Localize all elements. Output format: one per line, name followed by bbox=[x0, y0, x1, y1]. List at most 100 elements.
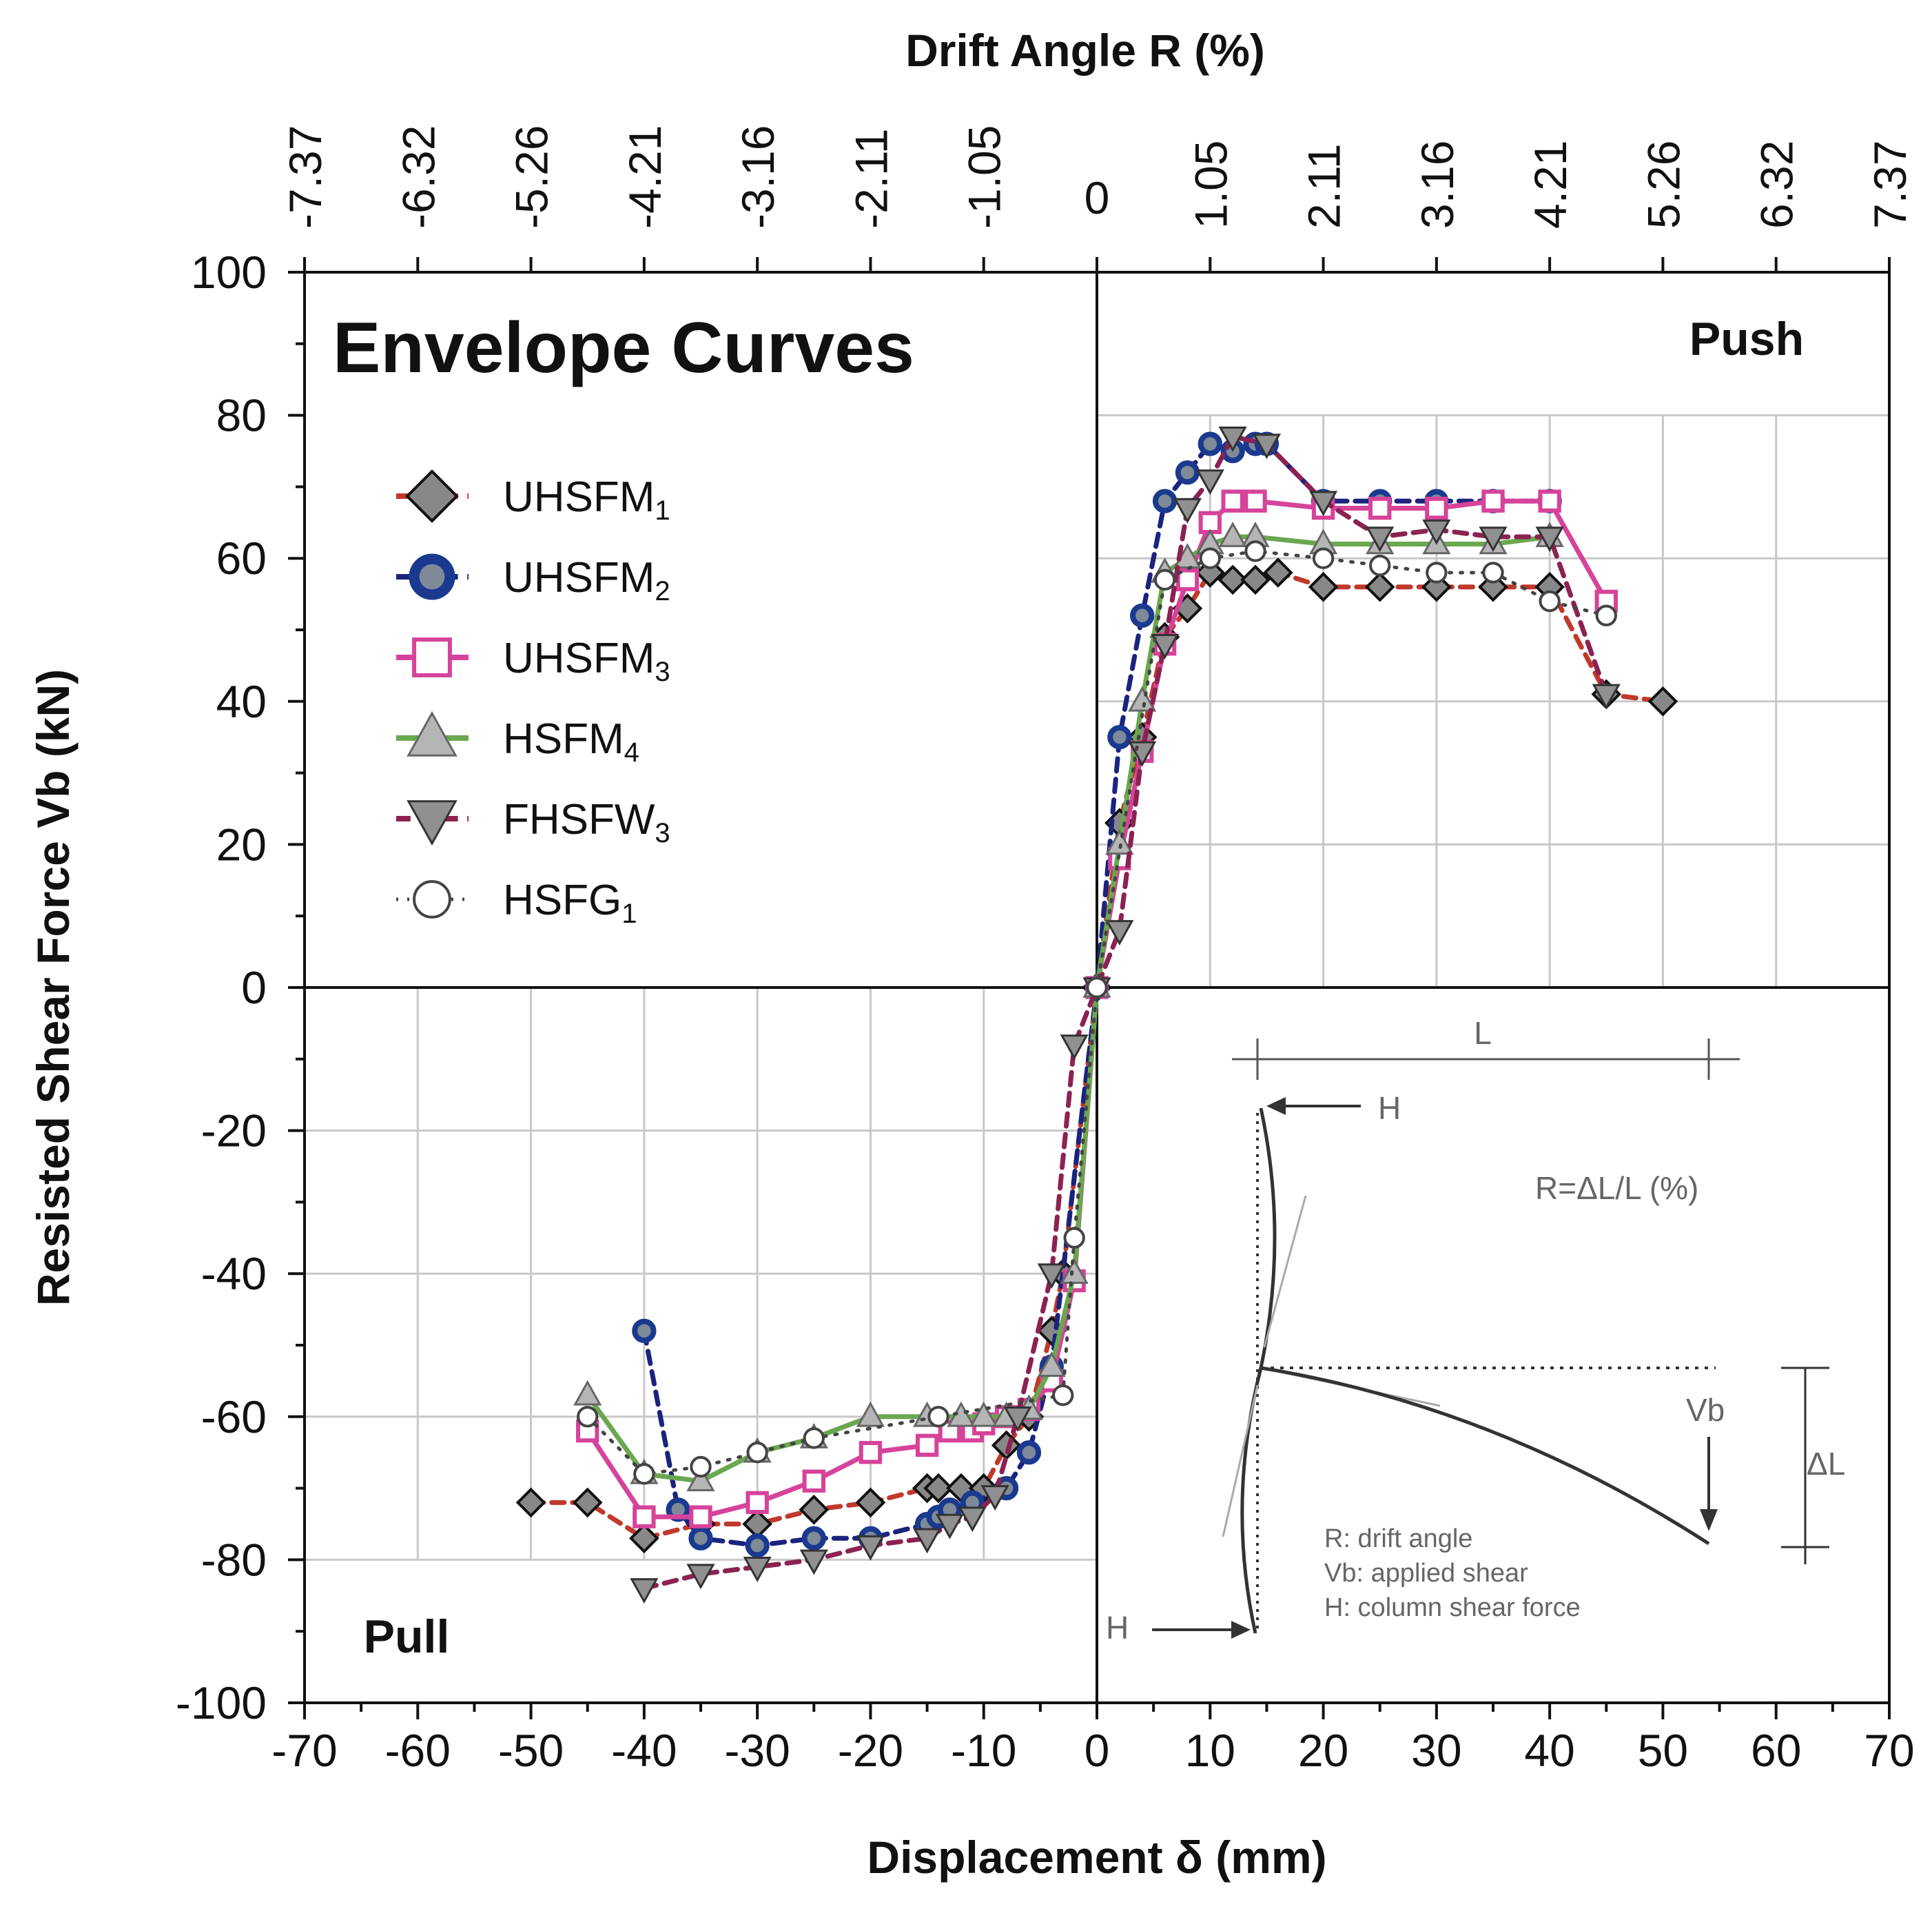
legend-marker bbox=[407, 800, 458, 846]
data-point bbox=[1175, 460, 1200, 485]
data-point bbox=[515, 1487, 546, 1518]
y-tick-label: 40 bbox=[216, 676, 267, 727]
x-tick-label: -10 bbox=[951, 1725, 1016, 1776]
x-tick-label: 40 bbox=[1524, 1725, 1574, 1776]
data-point bbox=[745, 1533, 770, 1558]
data-point bbox=[688, 1526, 713, 1551]
y-tick-label: -20 bbox=[201, 1105, 267, 1156]
x2-tick-label: -1.05 bbox=[959, 125, 1010, 229]
x2-tick-label: 2.11 bbox=[1299, 143, 1350, 229]
data-point bbox=[1060, 1034, 1089, 1061]
x2-tick-label: -2.11 bbox=[845, 128, 896, 229]
x-tick-label: -70 bbox=[271, 1725, 337, 1776]
inset-dL-label: ΔL bbox=[1807, 1446, 1845, 1482]
data-point bbox=[935, 1513, 965, 1539]
inset-Vb-arrowhead bbox=[1700, 1509, 1718, 1531]
data-point bbox=[1152, 489, 1178, 513]
x2-tick-label: 5.26 bbox=[1638, 141, 1689, 229]
x-tick-label: -50 bbox=[498, 1725, 564, 1776]
data-point bbox=[629, 1523, 659, 1554]
inset-formula: R=ΔL/L (%) bbox=[1535, 1170, 1698, 1206]
legend-marker bbox=[405, 469, 459, 523]
data-point bbox=[856, 1535, 885, 1561]
data-point bbox=[1244, 540, 1266, 562]
inset-tangent-lower bbox=[1222, 1384, 1259, 1537]
data-point bbox=[1063, 1227, 1085, 1249]
data-point bbox=[1482, 562, 1504, 584]
data-point bbox=[801, 1526, 826, 1551]
inset-note: Vb: applied shear bbox=[1324, 1559, 1528, 1588]
data-point bbox=[856, 1401, 885, 1427]
legend-entry: UHSFM1 bbox=[396, 469, 670, 526]
y-tick-label: -80 bbox=[201, 1534, 267, 1585]
x-tick-label: -40 bbox=[611, 1725, 677, 1776]
legend-label: HSFG1 bbox=[503, 877, 637, 929]
y-tick-label: -100 bbox=[176, 1677, 267, 1728]
data-point bbox=[572, 1487, 603, 1518]
data-point bbox=[1535, 526, 1564, 553]
data-point bbox=[1312, 547, 1335, 569]
data-point bbox=[927, 1406, 949, 1428]
x2-tick-label: 1.05 bbox=[1185, 141, 1236, 229]
data-point bbox=[1244, 489, 1267, 513]
data-point bbox=[746, 1442, 768, 1464]
data-point bbox=[686, 1564, 715, 1590]
legend-label: UHSFM1 bbox=[503, 473, 670, 526]
data-point bbox=[743, 1556, 772, 1582]
legend-label: UHSFM2 bbox=[503, 554, 670, 606]
y-axis-title: Resisted Shear Force Vb (kN) bbox=[28, 669, 79, 1306]
data-point bbox=[1003, 1406, 1032, 1432]
axes: -70 -60 -50 -40 -30 -20 -10 0 10 20 30 40 50 60 70-7.3… bbox=[176, 125, 1915, 1776]
legend-entry: HSFG1 bbox=[396, 877, 637, 929]
data-point bbox=[1369, 554, 1391, 577]
data-point bbox=[689, 1505, 712, 1528]
x-tick-label: 10 bbox=[1185, 1725, 1235, 1776]
data-point bbox=[915, 1433, 939, 1457]
data-point bbox=[855, 1487, 886, 1518]
x-tick-label: 0 bbox=[1085, 1725, 1110, 1776]
data-point bbox=[1037, 1351, 1066, 1377]
data-point bbox=[1175, 568, 1200, 592]
data-point bbox=[980, 1485, 1009, 1511]
data-point bbox=[1308, 571, 1339, 602]
data-point bbox=[1263, 557, 1293, 588]
data-point bbox=[1107, 725, 1132, 750]
legend-marker bbox=[409, 553, 455, 600]
x-tick-label: -20 bbox=[838, 1725, 903, 1776]
data-point bbox=[1218, 426, 1247, 452]
data-point bbox=[802, 1469, 825, 1493]
data-point bbox=[573, 1380, 602, 1406]
data-point bbox=[1364, 571, 1395, 602]
data-point bbox=[923, 1473, 954, 1504]
data-point bbox=[1199, 547, 1221, 569]
y-tick-label: -40 bbox=[201, 1248, 267, 1299]
inset-H-label-bottom: H bbox=[1106, 1610, 1129, 1646]
data-point bbox=[746, 1491, 769, 1515]
data-point bbox=[1060, 1258, 1089, 1284]
legend-entry: FHSFW3 bbox=[396, 796, 670, 848]
data-point bbox=[1195, 469, 1224, 495]
series-line bbox=[641, 434, 1609, 1591]
x-tick-label: 70 bbox=[1864, 1725, 1914, 1776]
data-point bbox=[577, 1406, 599, 1428]
data-point bbox=[1539, 590, 1561, 613]
data-point bbox=[1252, 433, 1282, 460]
x2-tick-label: 4.21 bbox=[1525, 141, 1576, 229]
x2-tick-label: -5.26 bbox=[506, 125, 557, 229]
x2-tick-label: 3.16 bbox=[1412, 141, 1463, 229]
inset-H-arrowhead-bottom bbox=[1231, 1621, 1251, 1639]
inset-note: R: drift angle bbox=[1324, 1524, 1472, 1553]
inset-H-arrowhead-top bbox=[1266, 1097, 1286, 1115]
inset-H-label-top: H bbox=[1378, 1090, 1401, 1126]
series-group bbox=[515, 426, 1678, 1604]
x-tick-label: 20 bbox=[1298, 1725, 1348, 1776]
labels: Displacement δ (mm) Drift Angle R (%) Resi… bbox=[28, 25, 1804, 1883]
y-tick-label: -60 bbox=[201, 1391, 267, 1442]
series-HSFG1 bbox=[577, 540, 1617, 1485]
series-FHSFW3 bbox=[630, 426, 1621, 1604]
data-point bbox=[1308, 491, 1338, 517]
legend-subscript: 4 bbox=[624, 737, 639, 768]
data-point bbox=[1422, 519, 1451, 545]
data-point bbox=[1426, 562, 1448, 584]
data-point bbox=[1647, 686, 1678, 717]
